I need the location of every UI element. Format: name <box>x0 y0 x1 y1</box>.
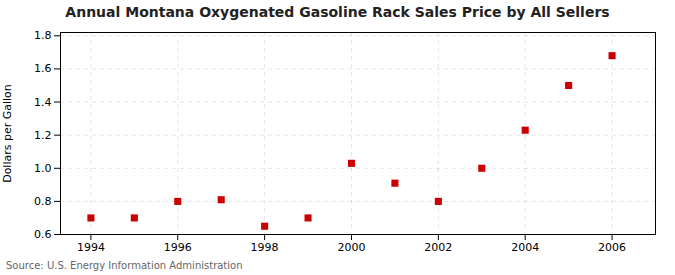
svg-text:1998: 1998 <box>251 241 279 254</box>
svg-text:1.6: 1.6 <box>34 62 52 75</box>
svg-text:2006: 2006 <box>598 241 626 254</box>
svg-text:2000: 2000 <box>337 241 365 254</box>
svg-text:1.8: 1.8 <box>34 29 52 42</box>
svg-text:1994: 1994 <box>77 241 105 254</box>
svg-text:0.6: 0.6 <box>34 228 52 241</box>
svg-text:0.8: 0.8 <box>34 195 52 208</box>
svg-text:1996: 1996 <box>164 241 192 254</box>
svg-text:Dollars per Gallon: Dollars per Gallon <box>1 84 14 183</box>
svg-text:2004: 2004 <box>511 241 539 254</box>
html-text:Annual Montana Oxygenated Gaso: Annual Montana Oxygenated Gasoline Rack … <box>65 4 610 20</box>
svg-text:1.0: 1.0 <box>34 162 52 175</box>
svg-text:2002: 2002 <box>424 241 452 254</box>
svg-text:1.2: 1.2 <box>34 129 52 142</box>
html-text:Source: U.S. Energy Informatio: Source: U.S. Energy Information Administ… <box>6 260 243 271</box>
svg-text:1.4: 1.4 <box>34 96 52 109</box>
